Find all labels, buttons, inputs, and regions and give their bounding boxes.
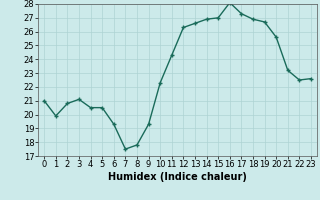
X-axis label: Humidex (Indice chaleur): Humidex (Indice chaleur) xyxy=(108,172,247,182)
